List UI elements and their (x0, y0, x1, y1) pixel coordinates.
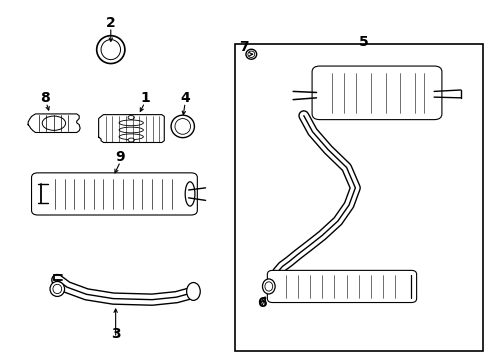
Ellipse shape (119, 127, 143, 133)
Ellipse shape (186, 283, 200, 300)
Ellipse shape (175, 118, 190, 134)
Text: 7: 7 (238, 40, 248, 54)
Text: 6: 6 (256, 296, 266, 310)
Polygon shape (99, 114, 164, 143)
Ellipse shape (97, 36, 124, 64)
FancyBboxPatch shape (311, 66, 441, 120)
Ellipse shape (128, 138, 134, 142)
Ellipse shape (119, 134, 143, 140)
Text: 3: 3 (111, 327, 120, 341)
Ellipse shape (264, 282, 272, 291)
Polygon shape (28, 114, 80, 132)
Ellipse shape (53, 284, 61, 294)
Ellipse shape (50, 282, 64, 296)
Text: 5: 5 (358, 36, 368, 49)
Ellipse shape (42, 116, 65, 130)
Ellipse shape (185, 182, 195, 206)
Ellipse shape (262, 279, 275, 294)
FancyBboxPatch shape (234, 44, 482, 351)
Text: 2: 2 (106, 16, 116, 30)
FancyBboxPatch shape (267, 270, 416, 302)
Ellipse shape (101, 40, 120, 60)
Text: 8: 8 (40, 91, 50, 105)
Text: 1: 1 (140, 91, 149, 105)
Text: 9: 9 (116, 150, 125, 164)
Ellipse shape (128, 116, 134, 120)
Ellipse shape (245, 49, 256, 59)
FancyBboxPatch shape (31, 173, 197, 215)
Text: 4: 4 (180, 91, 190, 105)
Ellipse shape (171, 115, 194, 138)
Ellipse shape (119, 120, 143, 126)
Ellipse shape (247, 51, 254, 58)
